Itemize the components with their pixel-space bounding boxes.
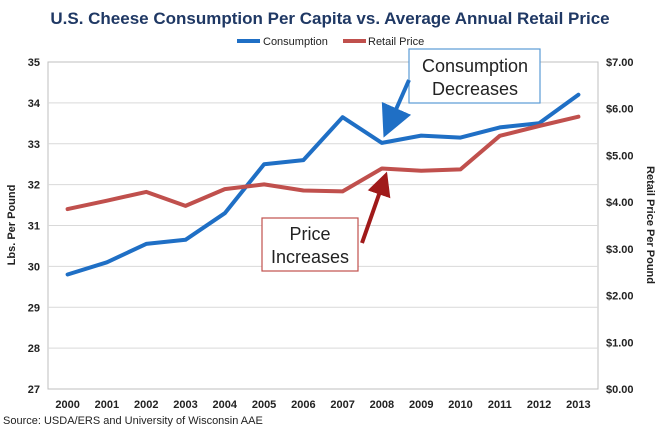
x-tick-label: 2004 — [213, 399, 238, 411]
data-point-consumption — [498, 125, 502, 129]
chart-title: U.S. Cheese Consumption Per Capita vs. A… — [50, 9, 609, 28]
x-tick-label: 2011 — [488, 399, 512, 411]
data-point-consumption — [380, 141, 384, 145]
y-tick-label: 30 — [28, 261, 40, 273]
data-point-retail-price — [223, 187, 227, 191]
y2-tick-label: $5.00 — [606, 150, 634, 162]
annotation-consumption-line2: Decreases — [432, 79, 518, 99]
y-axis-label: Lbs. Per Pound — [6, 185, 18, 266]
data-point-consumption — [223, 211, 227, 215]
data-point-retail-price — [66, 207, 70, 211]
annotation-price-line2: Increases — [271, 247, 349, 267]
data-point-consumption — [66, 273, 70, 277]
data-point-retail-price — [459, 167, 462, 171]
legend: Consumption Retail Price — [237, 36, 424, 48]
data-point-consumption — [144, 242, 148, 246]
series-line-consumption — [65, 92, 581, 277]
data-point-consumption — [301, 158, 305, 162]
x-tick-label: 2005 — [252, 399, 276, 411]
right-axis-ticks: $0.00 $1.00 $2.00 $3.00 $4.00 $5.00 $6.00 $7.00 — [606, 57, 634, 396]
data-point-consumption — [105, 260, 109, 264]
y-tick-label: 33 — [28, 139, 40, 151]
y-tick-label: 32 — [28, 180, 40, 192]
data-point-consumption — [576, 93, 580, 97]
annotation-price: Price Increases — [261, 171, 391, 272]
y-tick-label: 27 — [28, 384, 40, 396]
x-tick-label: 2009 — [409, 399, 433, 411]
annotation-price-arrow — [360, 171, 391, 244]
y-tick-label: 35 — [28, 57, 40, 69]
data-point-retail-price — [537, 124, 541, 128]
series-lines — [65, 92, 581, 277]
y-tick-label: 28 — [28, 343, 40, 355]
y-tick-label: 31 — [28, 221, 40, 233]
x-tick-label: 2007 — [330, 399, 354, 411]
y2-tick-label: $3.00 — [606, 244, 634, 256]
x-tick-label: 2002 — [134, 399, 158, 411]
series-line-retail-price — [65, 114, 581, 212]
data-point-retail-price — [341, 189, 345, 193]
y2-tick-label: $2.00 — [606, 291, 634, 303]
y2-tick-label: $1.00 — [606, 337, 634, 349]
x-axis-ticks: 2000 2001 2002 2003 2004 2005 2006 2007 2008 2009… — [55, 399, 590, 411]
data-point-retail-price — [105, 199, 109, 203]
data-point-retail-price — [576, 115, 580, 119]
data-point-retail-price — [262, 182, 266, 186]
x-tick-label: 2000 — [55, 399, 79, 411]
data-point-retail-price — [498, 134, 502, 138]
y-tick-label: 34 — [28, 98, 41, 110]
y2-tick-label: $6.00 — [606, 104, 634, 116]
annotation-consumption-box — [408, 48, 541, 104]
x-tick-label: 2006 — [291, 399, 315, 411]
x-tick-label: 2010 — [448, 399, 472, 411]
data-point-consumption — [341, 115, 345, 119]
annotation-consumption: Consumption Decreases — [381, 48, 541, 138]
data-point-retail-price — [184, 204, 187, 208]
data-point-consumption — [419, 134, 423, 138]
data-point-retail-price — [144, 190, 148, 194]
data-point-retail-price — [380, 167, 384, 171]
data-point-consumption — [459, 136, 462, 140]
data-point-retail-price — [301, 188, 305, 192]
y2-tick-label: $0.00 — [606, 384, 634, 396]
source-note: Source: USDA/ERS and University of Wisco… — [3, 415, 263, 427]
left-axis-ticks: 27 28 29 30 31 32 33 34 35 — [28, 57, 41, 396]
x-tick-label: 2003 — [173, 399, 197, 411]
data-point-consumption — [262, 162, 266, 166]
x-tick-label: 2012 — [527, 399, 551, 411]
annotation-consumption-arrow — [381, 79, 412, 138]
annotation-price-line1: Price — [289, 224, 330, 244]
y2-tick-label: $7.00 — [606, 57, 634, 69]
annotation-consumption-line1: Consumption — [422, 56, 528, 76]
y-tick-label: 29 — [28, 302, 40, 314]
x-tick-label: 2008 — [370, 399, 394, 411]
y2-axis-label: Retail Price Per Pound — [644, 166, 656, 284]
legend-label-consumption: Consumption — [263, 36, 328, 48]
legend-label-retail-price: Retail Price — [368, 36, 424, 48]
y2-tick-label: $4.00 — [606, 197, 634, 209]
x-tick-label: 2001 — [95, 399, 119, 411]
x-tick-label: 2013 — [566, 399, 590, 411]
annotation-price-box — [261, 217, 359, 272]
data-point-consumption — [184, 238, 187, 242]
data-point-retail-price — [419, 169, 423, 173]
